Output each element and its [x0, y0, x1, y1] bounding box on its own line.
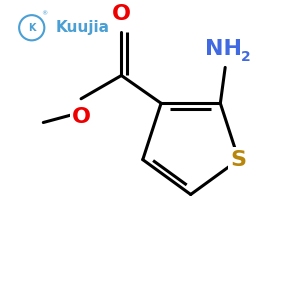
Text: O: O — [112, 4, 131, 24]
Text: ®: ® — [41, 12, 47, 17]
Text: NH: NH — [205, 39, 242, 59]
Text: K: K — [28, 23, 35, 33]
Text: S: S — [231, 150, 247, 169]
Text: Kuujia: Kuujia — [55, 20, 109, 35]
Text: O: O — [72, 107, 91, 127]
Text: 2: 2 — [241, 50, 250, 64]
